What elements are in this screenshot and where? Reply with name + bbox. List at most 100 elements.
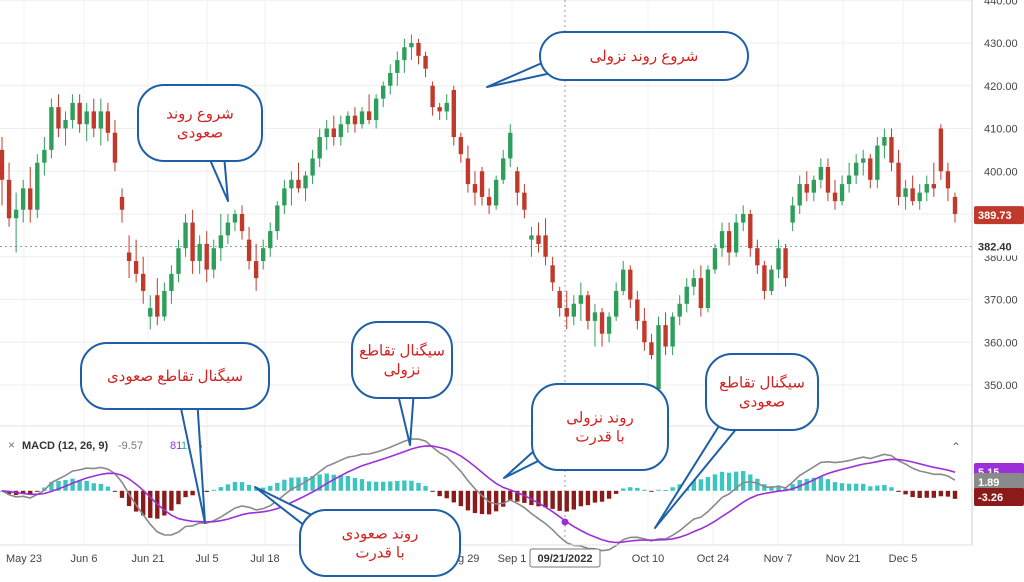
macd-histogram-bar	[705, 477, 711, 491]
candle-body	[853, 162, 859, 176]
candle-body	[621, 269, 626, 291]
macd-histogram-bar	[162, 490, 167, 516]
candle-body	[49, 107, 54, 150]
candle-body	[423, 55, 428, 69]
macd-histogram-bar	[126, 490, 132, 507]
candle-body	[832, 192, 838, 202]
price-tick-label: 400.00	[984, 166, 1018, 178]
candle-body	[218, 235, 224, 249]
macd-histogram-bar	[945, 490, 951, 497]
candle-body	[691, 278, 696, 287]
candle-body	[70, 102, 75, 120]
macd-histogram-bar	[296, 477, 301, 491]
time-tick-label: Jul 5	[195, 553, 218, 565]
macd-histogram-bar	[543, 490, 548, 508]
macd-header: × MACD (12, 26, 9) -9.57 81 1.25 ⌃	[8, 438, 961, 454]
callout-uptrend-start: شروع روند صعودی	[137, 84, 263, 202]
candle-body	[148, 308, 153, 317]
macd-histogram-bar	[606, 490, 612, 499]
macd-histogram-bar	[402, 480, 407, 491]
candle-body	[437, 107, 442, 112]
macd-value: -9.57	[118, 440, 143, 452]
callout-text: روند صعودی	[342, 526, 419, 543]
macd-histogram-bar	[479, 490, 485, 515]
macd-histogram-bar	[952, 490, 958, 499]
candle-body	[444, 102, 449, 112]
callout-text: روند نزولی	[566, 410, 633, 427]
candle-body	[606, 316, 612, 334]
candle-body	[825, 166, 831, 193]
macd-histogram-bar	[451, 490, 456, 503]
candle-body	[190, 222, 195, 262]
macd-histogram-bar	[515, 490, 520, 502]
crosshair-dot	[561, 518, 569, 526]
callout-text: شروع روند	[166, 106, 234, 123]
candle-body	[818, 166, 824, 180]
macd-histogram-bar	[56, 480, 61, 491]
candle-body	[861, 158, 866, 163]
macd-histogram-bar	[769, 486, 774, 491]
svg-text:-3.26: -3.26	[978, 492, 1003, 504]
macd-histogram-bar	[790, 484, 795, 491]
macd-histogram-bar	[578, 490, 584, 507]
macd-histogram-bar	[628, 487, 633, 491]
price-tick-label: 430.00	[984, 38, 1018, 50]
collapse-chevron-icon[interactable]: ⌃	[951, 440, 961, 454]
candle-body	[126, 252, 132, 262]
candle-body	[140, 273, 146, 291]
candle-body	[84, 111, 89, 125]
candle-body	[649, 342, 654, 356]
candle-body	[846, 175, 852, 185]
candle-body	[176, 248, 181, 274]
callout-bear-cross: سیگنال تقاطع نزولی	[351, 321, 453, 446]
macd-close-icon[interactable]: ×	[8, 438, 15, 452]
candle-body	[839, 184, 845, 202]
macd-histogram-bar	[712, 474, 718, 491]
macd-histogram-bar	[733, 471, 739, 491]
macd-histogram-bar	[698, 479, 704, 491]
macd-histogram-bar	[550, 490, 555, 509]
macd-histogram-bar	[148, 490, 153, 518]
candle-body	[564, 308, 569, 317]
svg-text:09/21/2022: 09/21/2022	[537, 553, 592, 565]
candle-body	[35, 162, 40, 210]
candle-body	[246, 239, 252, 262]
macd-histogram-bar	[783, 488, 788, 491]
candle-body	[931, 184, 937, 189]
macd-layer	[0, 438, 958, 552]
candle-body	[98, 111, 104, 129]
macd-histogram-bar	[656, 489, 661, 491]
price-tick-label: 370.00	[984, 295, 1018, 307]
macd-histogram-bar	[642, 489, 647, 491]
candle-body	[811, 179, 817, 193]
macd-histogram-bar	[388, 481, 393, 491]
candle-body	[282, 188, 287, 206]
time-tick-label: May 23	[6, 553, 42, 565]
candle-body	[77, 102, 82, 125]
macd-histogram-bar	[635, 487, 640, 491]
candle-body	[705, 269, 711, 309]
macd-histogram-bar	[571, 490, 576, 510]
candle-body	[670, 316, 675, 347]
time-tick-label: Nov 7	[764, 553, 793, 565]
macd-histogram-bar	[204, 490, 209, 492]
candle-body	[522, 192, 527, 210]
candle-body	[317, 137, 322, 159]
candle-body	[162, 290, 167, 317]
grid-layer	[0, 0, 972, 545]
macd-histogram-bar	[169, 490, 174, 511]
macd-histogram-bar	[663, 489, 668, 491]
macd-histogram-bar	[861, 483, 866, 491]
time-tick-label: Oct 10	[632, 553, 664, 565]
candle-body	[550, 265, 555, 283]
candle-body	[585, 295, 591, 321]
candle-body	[571, 303, 576, 317]
candle-body	[366, 111, 372, 120]
time-tick-label: Jul 18	[250, 553, 279, 565]
candle-body	[359, 111, 365, 125]
macd-histogram-bar	[882, 484, 887, 491]
callout-layer: شروع روند صعودی شروع روند نزولی سیگنال تقاط…	[80, 31, 819, 577]
macd-histogram-bar	[818, 476, 824, 491]
macd-histogram-bar	[846, 483, 852, 491]
